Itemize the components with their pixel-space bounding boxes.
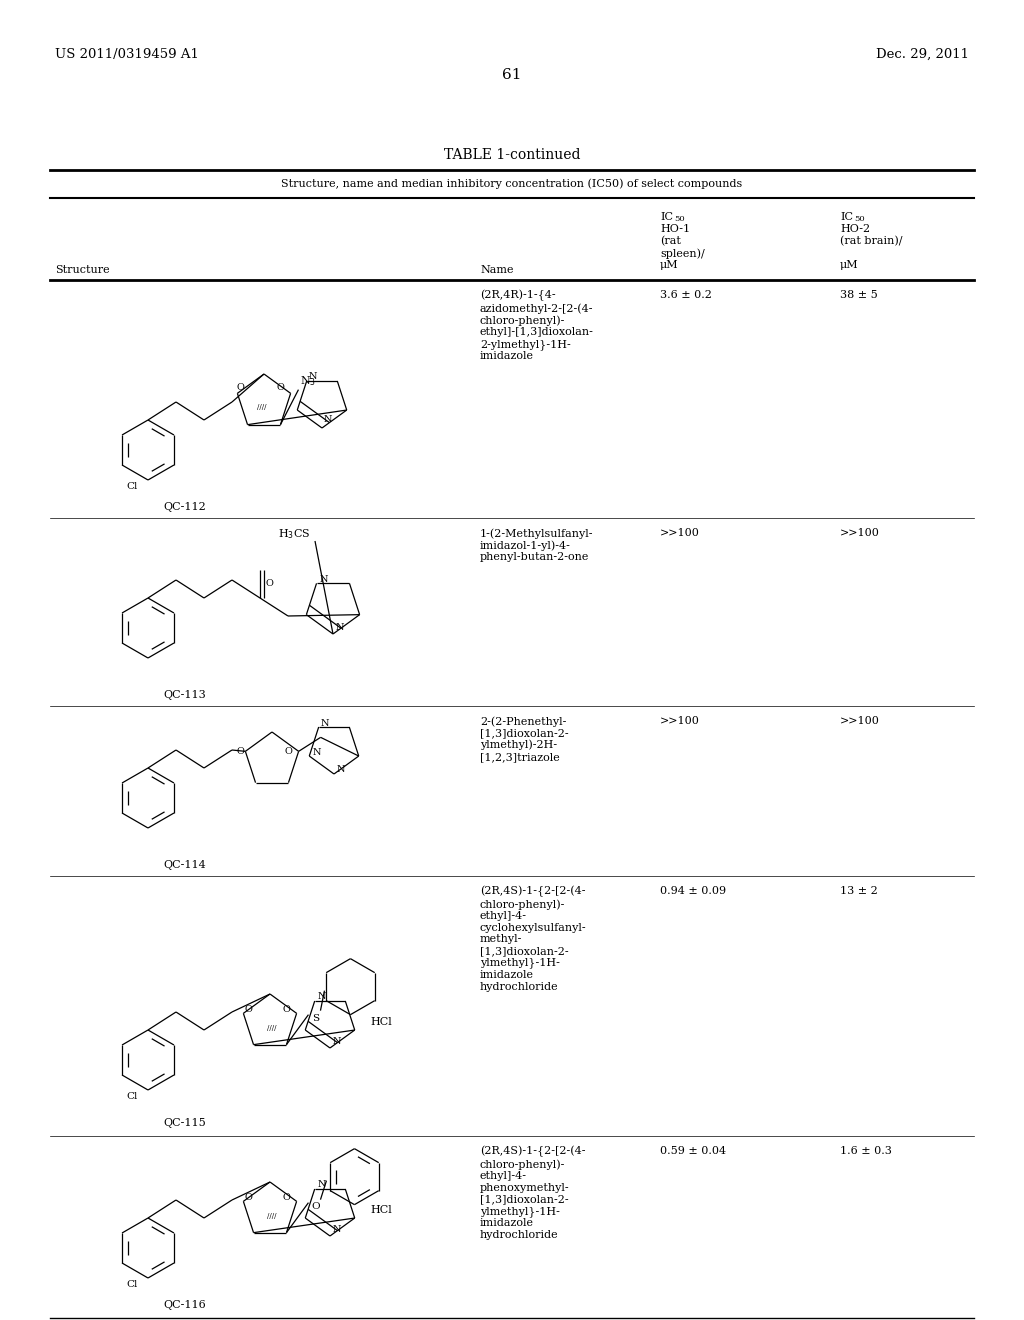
Text: (2R,4S)-1-{2-[2-(4-
chloro-phenyl)-
ethyl]-4-
cyclohexylsulfanyl-
methyl-
[1,3]d: (2R,4S)-1-{2-[2-(4- chloro-phenyl)- ethy… <box>480 886 587 991</box>
Text: O: O <box>237 383 245 392</box>
Text: 1.6 ± 0.3: 1.6 ± 0.3 <box>840 1146 892 1156</box>
Text: (rat brain)/: (rat brain)/ <box>840 236 902 247</box>
Text: N: N <box>308 372 317 381</box>
Text: Cl: Cl <box>126 1092 137 1101</box>
Text: QC-112: QC-112 <box>164 502 207 512</box>
Text: 3.6 ± 0.2: 3.6 ± 0.2 <box>660 290 712 300</box>
Text: O: O <box>237 747 244 756</box>
Text: QC-113: QC-113 <box>164 690 207 700</box>
Text: >>100: >>100 <box>660 715 699 726</box>
Text: >>100: >>100 <box>840 528 880 539</box>
Text: O: O <box>266 579 273 589</box>
Text: QC-114: QC-114 <box>164 861 207 870</box>
Text: O: O <box>245 1005 252 1014</box>
Text: HO-1: HO-1 <box>660 224 690 234</box>
Text: μM: μM <box>660 260 679 271</box>
Text: N$_3$: N$_3$ <box>300 374 316 388</box>
Text: N: N <box>317 993 327 1002</box>
Text: ////: //// <box>257 403 266 411</box>
Text: O: O <box>283 1193 291 1201</box>
Text: O: O <box>245 1193 252 1201</box>
Text: (2R,4R)-1-{4-
azidomethyl-2-[2-(4-
chloro-phenyl)-
ethyl]-[1,3]dioxolan-
2-ylmet: (2R,4R)-1-{4- azidomethyl-2-[2-(4- chlor… <box>480 290 594 362</box>
Text: Dec. 29, 2011: Dec. 29, 2011 <box>876 48 969 61</box>
Text: 1-(2-Methylsulfanyl-
imidazol-1-yl)-4-
phenyl-butan-2-one: 1-(2-Methylsulfanyl- imidazol-1-yl)-4- p… <box>480 528 594 562</box>
Text: HCl: HCl <box>370 1205 392 1214</box>
Text: O: O <box>311 1203 321 1212</box>
Text: N: N <box>319 574 328 583</box>
Text: ////: //// <box>267 1212 276 1220</box>
Text: Cl: Cl <box>126 482 137 491</box>
Text: HO-2: HO-2 <box>840 224 870 234</box>
Text: ////: //// <box>267 1024 276 1032</box>
Text: HCl: HCl <box>370 1016 392 1027</box>
Text: (rat: (rat <box>660 236 681 247</box>
Text: S: S <box>312 1014 319 1023</box>
Text: N: N <box>321 719 330 729</box>
Text: N: N <box>336 623 344 632</box>
Text: 2-(2-Phenethyl-
[1,3]dioxolan-2-
ylmethyl)-2H-
[1,2,3]triazole: 2-(2-Phenethyl- [1,3]dioxolan-2- ylmethy… <box>480 715 568 762</box>
Text: IC: IC <box>660 213 673 222</box>
Text: μM: μM <box>840 260 859 271</box>
Text: N: N <box>333 1225 341 1234</box>
Text: (2R,4S)-1-{2-[2-(4-
chloro-phenyl)-
ethyl]-4-
phenoxymethyl-
[1,3]dioxolan-2-
yl: (2R,4S)-1-{2-[2-(4- chloro-phenyl)- ethy… <box>480 1146 586 1239</box>
Text: O: O <box>276 383 285 392</box>
Text: QC-116: QC-116 <box>164 1300 207 1309</box>
Text: O: O <box>284 747 292 756</box>
Text: US 2011/0319459 A1: US 2011/0319459 A1 <box>55 48 199 61</box>
Text: 38 ± 5: 38 ± 5 <box>840 290 878 300</box>
Text: 13 ± 2: 13 ± 2 <box>840 886 878 896</box>
Text: Cl: Cl <box>126 1280 137 1290</box>
Text: 0.94 ± 0.09: 0.94 ± 0.09 <box>660 886 726 896</box>
Text: N: N <box>333 1038 341 1047</box>
Text: >>100: >>100 <box>840 715 880 726</box>
Text: QC-115: QC-115 <box>164 1118 207 1129</box>
Text: N: N <box>324 416 333 425</box>
Text: 50: 50 <box>674 215 685 223</box>
Text: Structure: Structure <box>55 265 110 275</box>
Text: N: N <box>312 747 321 756</box>
Text: H$_3$CS: H$_3$CS <box>278 527 310 541</box>
Text: TABLE 1-continued: TABLE 1-continued <box>443 148 581 162</box>
Text: O: O <box>283 1005 291 1014</box>
Text: >>100: >>100 <box>660 528 699 539</box>
Text: IC: IC <box>840 213 853 222</box>
Text: 50: 50 <box>854 215 864 223</box>
Text: 0.59 ± 0.04: 0.59 ± 0.04 <box>660 1146 726 1156</box>
Text: N: N <box>317 1180 327 1189</box>
Text: Structure, name and median inhibitory concentration (IC50) of select compounds: Structure, name and median inhibitory co… <box>282 178 742 189</box>
Text: spleen)/: spleen)/ <box>660 248 705 259</box>
Text: Name: Name <box>480 265 513 275</box>
Text: N: N <box>337 764 345 774</box>
Text: 61: 61 <box>502 69 522 82</box>
